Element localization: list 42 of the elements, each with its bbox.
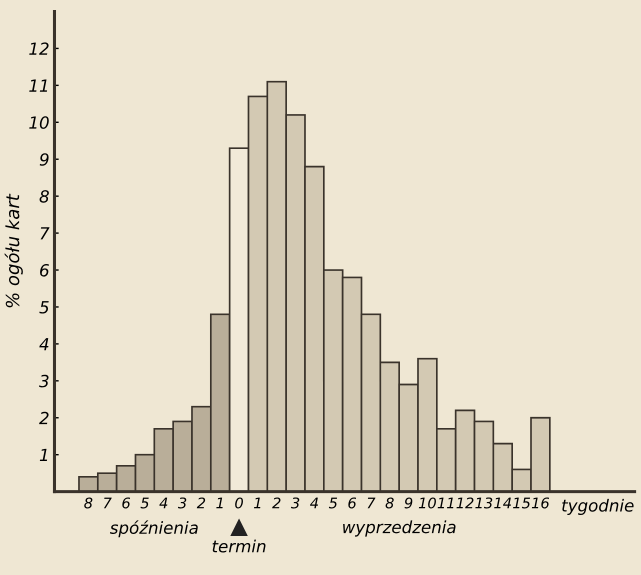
- x-tick-label: 3: [290, 497, 300, 508]
- x-tick-label: 12: [456, 497, 474, 508]
- y-axis-title: % ogółu kart: [4, 194, 23, 308]
- x-tick-label: 8: [386, 497, 394, 508]
- text: wyprzedzenia: [343, 520, 456, 537]
- x-tick-label: 6: [122, 497, 130, 508]
- text: termin: [212, 540, 266, 553]
- y-tick-label: 12: [29, 42, 49, 55]
- x-tick-label: 7: [368, 498, 376, 508]
- x-tick-label: 3: [178, 497, 186, 508]
- x-tick-label: 8: [84, 497, 92, 508]
- y-tick-label: 9: [40, 153, 49, 166]
- x-tick-label: 14: [494, 498, 511, 508]
- y-tick-label: 11: [29, 80, 48, 92]
- y-tick-label: 2: [39, 412, 49, 424]
- y-tick-label: 5: [39, 301, 49, 314]
- x-tick-label: 5: [328, 498, 338, 508]
- x-tick-label: 10: [418, 497, 436, 508]
- y-tick-label: 4: [39, 338, 48, 350]
- x-tick-label: 1: [254, 498, 260, 508]
- x-axis-title: tygodnie: [562, 498, 634, 515]
- y-tick-label: 3: [39, 374, 49, 388]
- x-tick-label: 15: [513, 498, 530, 508]
- x-tick-label: 6: [348, 497, 356, 508]
- x-tick-label: 2: [196, 497, 206, 508]
- y-tick-label: 1: [40, 448, 48, 462]
- y-tick-label: 10: [29, 116, 49, 129]
- y-tick-label: 7: [40, 227, 50, 240]
- text: spóźnienia: [110, 520, 198, 538]
- y-tick-label: 8: [40, 190, 49, 203]
- x-tick-label: 1: [216, 498, 223, 508]
- x-tick-label: 9: [404, 497, 412, 508]
- x-tick-label: 16: [532, 497, 550, 508]
- x-tick-label: 13: [475, 497, 492, 508]
- x-tick-label: 4: [159, 498, 168, 508]
- x-tick-label: 5: [140, 498, 149, 508]
- x-tick-label: 2: [272, 497, 280, 508]
- x-tick-label: 11: [438, 498, 454, 508]
- x-tick-label: 0: [235, 497, 243, 508]
- y-tick-label: 6: [40, 264, 49, 277]
- x-tick-label: 7: [104, 498, 112, 508]
- x-tick-label: 4: [310, 498, 318, 508]
